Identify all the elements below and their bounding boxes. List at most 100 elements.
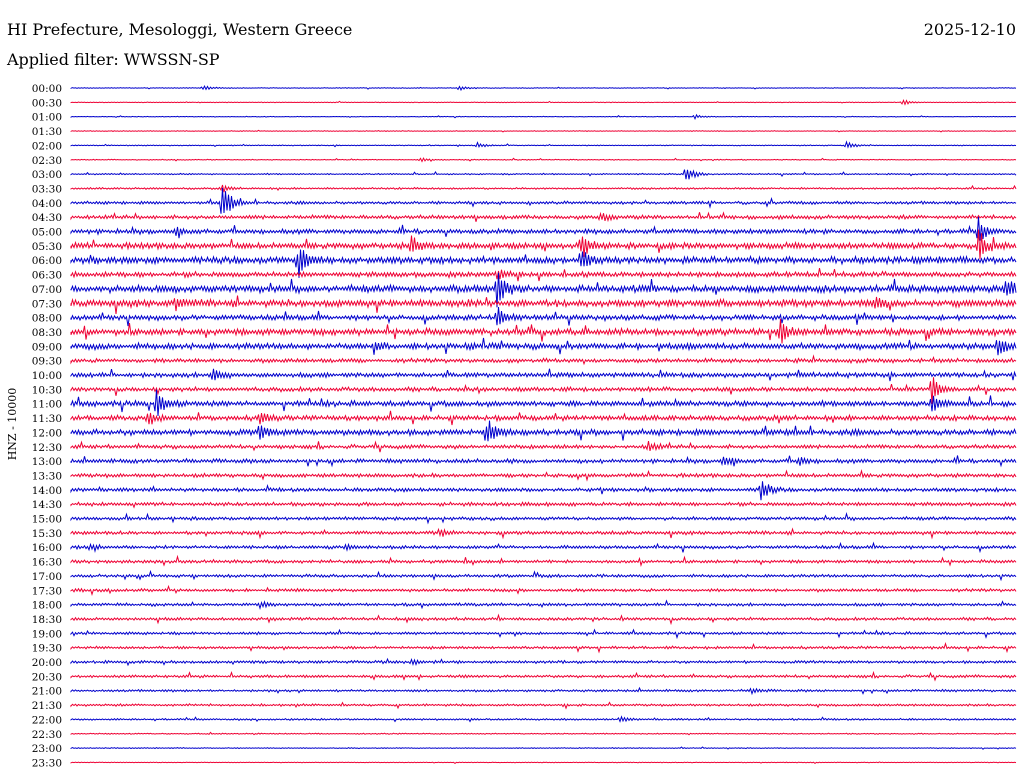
row-time-label: 18:30	[32, 614, 62, 626]
seismic-trace-1430	[70, 501, 1017, 509]
row-time-label: 05:30	[32, 241, 62, 253]
seismic-trace-1700	[70, 569, 1017, 582]
seismic-trace-1630	[70, 554, 1017, 567]
seismic-trace-1000	[70, 368, 1017, 382]
seismic-trace-0330	[70, 184, 1017, 193]
seismic-trace-0500	[70, 216, 1017, 241]
row-time-label: 11:00	[32, 399, 62, 411]
seismic-trace-1230	[70, 440, 1017, 453]
seismic-trace-0630	[70, 267, 1017, 282]
seismic-trace-0930	[70, 354, 1017, 366]
seismic-trace-1400	[70, 481, 1017, 501]
seismic-trace-1130	[70, 410, 1017, 426]
row-time-label: 03:00	[32, 169, 62, 181]
row-time-label: 06:30	[32, 270, 62, 282]
seismic-trace-1530	[70, 527, 1017, 540]
row-time-label: 01:30	[32, 126, 62, 138]
row-time-label: 23:00	[32, 743, 62, 755]
row-time-label: 08:00	[32, 313, 62, 325]
row-time-label: 15:30	[32, 528, 62, 540]
row-time-label: 14:00	[32, 485, 62, 497]
seismic-trace-0700	[70, 272, 1017, 308]
row-time-label: 07:00	[32, 284, 62, 296]
row-time-label: 08:30	[32, 327, 62, 339]
row-time-label: 20:30	[32, 671, 62, 683]
row-time-label: 12:30	[32, 442, 62, 454]
seismic-trace-1300	[70, 455, 1017, 468]
tick-label-group: 00:00 00:30 01:00 01:30 02:00 02:30 03:00 03:30…	[32, 83, 62, 769]
seismic-trace-0900	[70, 337, 1017, 356]
row-time-label: 04:00	[32, 198, 62, 210]
seismic-trace-2130	[70, 701, 1017, 710]
seismic-trace-0300	[70, 169, 1017, 180]
seismic-trace-1830	[70, 613, 1017, 626]
seismic-trace-1800	[70, 599, 1017, 610]
y-axis-label: HNZ - 10000	[6, 388, 19, 461]
row-time-label: 17:00	[32, 571, 62, 583]
seismic-trace-0830	[70, 318, 1017, 344]
seismic-trace-1930	[70, 642, 1017, 654]
row-time-label: 16:00	[32, 542, 62, 554]
row-time-label: 12:00	[32, 427, 62, 439]
row-time-label: 02:00	[32, 140, 62, 152]
seismic-trace-1030	[70, 377, 1017, 404]
seismic-trace-1730	[70, 584, 1017, 596]
row-time-label: 00:00	[32, 83, 62, 95]
seismic-trace-2030	[70, 670, 1017, 682]
seismic-trace-1200	[70, 420, 1017, 442]
seismic-trace-1100	[70, 389, 1017, 417]
row-time-label: 14:30	[32, 499, 62, 511]
seismic-trace-0400	[70, 187, 1017, 214]
row-time-label: 23:30	[32, 757, 62, 769]
row-time-label: 18:00	[32, 600, 62, 612]
row-time-label: 02:30	[32, 155, 62, 167]
seismic-trace-0800	[70, 306, 1017, 327]
seismic-trace-0130	[70, 129, 1017, 133]
row-time-label: 11:30	[32, 413, 62, 425]
row-time-label: 21:00	[32, 686, 62, 698]
row-time-label: 05:00	[32, 227, 62, 239]
row-time-label: 10:30	[32, 384, 62, 396]
row-time-label: 21:30	[32, 700, 62, 712]
seismic-trace-0530	[70, 229, 1017, 260]
seismic-trace-0230	[70, 157, 1017, 163]
trace-group	[70, 85, 1017, 765]
seismic-trace-1600	[70, 541, 1017, 554]
row-time-label: 15:00	[32, 514, 62, 526]
record-date: 2025-12-10	[923, 20, 1016, 39]
row-time-label: 22:30	[32, 729, 62, 741]
seismic-trace-0600	[70, 249, 1017, 278]
seismic-trace-0000	[70, 85, 1017, 92]
seismic-trace-2100	[70, 686, 1017, 696]
row-time-label: 19:30	[32, 643, 62, 655]
seismic-trace-2000	[70, 657, 1017, 667]
row-time-label: 16:30	[32, 557, 62, 569]
seismic-trace-0730	[70, 295, 1017, 315]
seismic-trace-0100	[70, 113, 1017, 121]
seismic-trace-2300	[70, 746, 1017, 750]
seismic-trace-2200	[70, 715, 1017, 723]
seismic-trace-1500	[70, 511, 1017, 525]
row-time-label: 13:00	[32, 456, 62, 468]
row-time-label: 09:00	[32, 341, 62, 353]
row-time-label: 00:30	[32, 97, 62, 109]
row-time-label: 06:00	[32, 255, 62, 267]
seismic-trace-0030	[70, 99, 1017, 106]
seismic-trace-2330	[70, 761, 1017, 765]
row-time-label: 22:00	[32, 714, 62, 726]
station-title: HI Prefecture, Mesologgi, Western Greece	[7, 20, 353, 39]
row-time-label: 04:30	[32, 212, 62, 224]
row-time-label: 03:30	[32, 183, 62, 195]
filter-label: Applied filter: WWSSN-SP	[7, 50, 220, 69]
row-time-label: 07:30	[32, 298, 62, 310]
row-time-label: 09:30	[32, 356, 62, 368]
seismic-trace-0200	[70, 140, 1017, 149]
row-time-label: 19:00	[32, 628, 62, 640]
row-time-label: 20:00	[32, 657, 62, 669]
seismic-trace-2230	[70, 731, 1017, 736]
row-time-label: 13:30	[32, 470, 62, 482]
row-time-label: 17:30	[32, 585, 62, 597]
row-time-label: 01:00	[32, 112, 62, 124]
row-time-label: 10:00	[32, 370, 62, 382]
